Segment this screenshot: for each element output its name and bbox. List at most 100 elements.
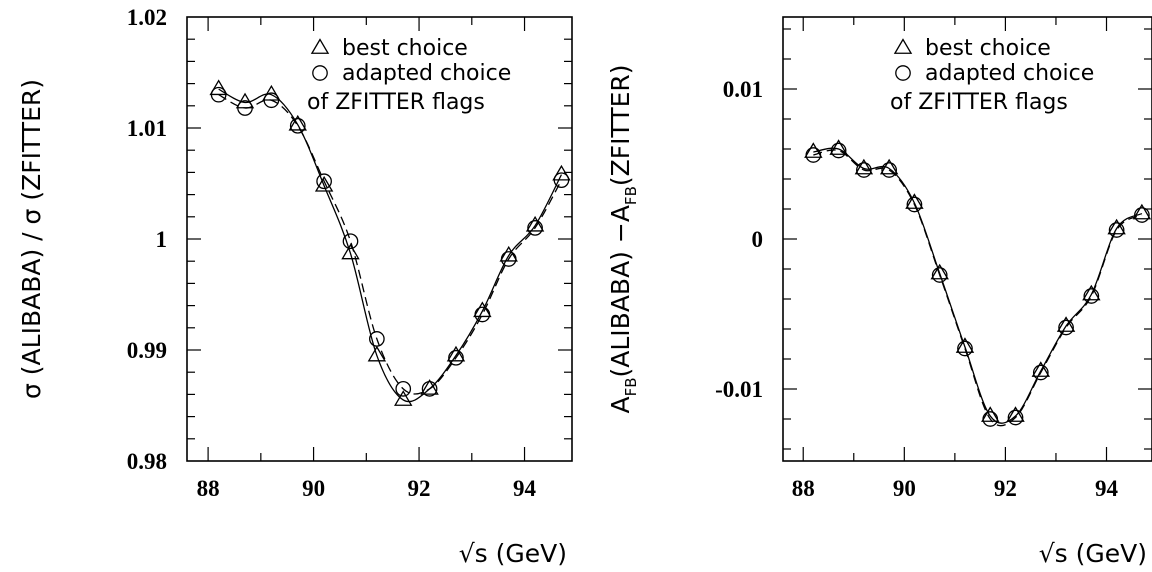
x-tick-label: 88 [197, 476, 220, 501]
legend-note: of ZFITTER flags [307, 90, 485, 115]
y-tick-label: 0.98 [127, 449, 167, 474]
adapted-choice-point [1108, 222, 1125, 238]
best-choice-point [1132, 203, 1152, 220]
y-axis-title-part: (ALIBABA) −A [606, 205, 635, 377]
adapted-choice-point [1083, 288, 1100, 304]
best-choice-point [525, 215, 545, 232]
x-tick-label: 88 [792, 476, 815, 501]
best-choice-point [262, 84, 281, 101]
adapted-choice-point [805, 147, 822, 163]
best-choice-point [420, 379, 439, 395]
legend-triangle-icon [893, 38, 913, 54]
best-choice-point [829, 139, 848, 155]
best-choice-point [235, 92, 255, 109]
adapted-choice-point [369, 331, 385, 347]
best-choice-curve [218, 88, 563, 403]
adapted-choice-point [1032, 364, 1049, 381]
adapted-choice-point [906, 196, 923, 213]
adapted-choice-point [289, 117, 306, 134]
y-axis-title: σ (ALIBABA) / σ (ZFITTER) [17, 79, 46, 399]
best-choice-curve [813, 147, 1143, 424]
legend-circle-icon [895, 65, 911, 81]
legend-label: best choice [925, 36, 1051, 61]
x-tick-label: 92 [994, 476, 1017, 501]
adapted-choice-point [957, 340, 973, 357]
adapted-choice-point [527, 220, 543, 236]
best-choice-point [341, 243, 360, 260]
best-choice-point [394, 390, 413, 406]
adapted-choice-point [830, 142, 847, 159]
adapted-choice-point [421, 380, 438, 397]
y-axis-title-part: A [606, 396, 635, 413]
adapted-choice-point [210, 86, 227, 103]
legend-note: of ZFITTER flags [890, 90, 1068, 115]
y-axis-title-part: (ZFITTER) [606, 64, 635, 186]
best-choice-point [1006, 406, 1025, 422]
adapted-choice-curve [813, 149, 1143, 427]
best-choice-point [955, 337, 975, 353]
adapted-choice-curve [218, 94, 563, 395]
legend-label: best choice [342, 36, 468, 61]
adapted-choice-point [1058, 319, 1074, 336]
best-choice-point [552, 164, 571, 181]
best-choice-point [854, 158, 874, 175]
best-choice-point [1107, 218, 1126, 235]
x-tick-label: 90 [893, 476, 916, 501]
y-tick-label: 1.02 [127, 5, 167, 30]
y-axis-title-subscript: FB [622, 186, 640, 205]
best-choice-point [1082, 284, 1101, 301]
y-tick-label: 0 [752, 227, 764, 252]
plot-1: 88 90 92 94 0.98 0.99 1 1.01 1.02 best choiceadap… [17, 5, 573, 568]
best-choice-point [473, 301, 492, 318]
adapted-choice-point [982, 411, 999, 427]
legend-label: adapted choice [925, 61, 1094, 86]
y-axis-title-subscript: FB [622, 377, 640, 396]
adapted-choice-point [856, 162, 872, 178]
adapted-choice-point [931, 267, 948, 283]
legend-triangle-icon [310, 38, 330, 54]
x-tick-label: 94 [1095, 476, 1119, 501]
adapted-choice-point [1134, 207, 1150, 223]
legend-circle-icon [312, 65, 328, 81]
adapted-choice-point [316, 173, 332, 190]
x-tick-label: 92 [408, 476, 431, 501]
adapted-choice-point [263, 92, 280, 109]
best-choice-point [446, 345, 466, 362]
best-choice-point [288, 114, 307, 131]
best-choice-point [1056, 316, 1076, 332]
y-tick-label: 1 [156, 227, 168, 252]
x-tick-label: 94 [513, 476, 537, 501]
y-tick-label: 0.99 [127, 338, 167, 363]
best-choice-point [367, 345, 387, 362]
best-choice-point [905, 193, 924, 209]
y-tick-label: -0.01 [715, 377, 763, 402]
best-choice-point [804, 142, 823, 158]
adapted-choice-point [474, 306, 491, 323]
adapted-choice-point [553, 172, 570, 189]
adapted-choice-point [448, 349, 464, 366]
x-axis-title: √s (GeV) [459, 539, 567, 568]
y-axis-title: AFB(ALIBABA) −AFB(ZFITTER) [606, 64, 640, 413]
adapted-choice-point [395, 380, 412, 397]
x-tick-label: 90 [302, 476, 325, 501]
y-tick-label: 1.01 [127, 116, 167, 141]
legend-label: adapted choice [342, 61, 511, 86]
x-axis-title: √s (GeV) [1039, 539, 1147, 568]
best-choice-point [879, 158, 899, 175]
best-choice-point [499, 245, 518, 262]
adapted-choice-point [500, 251, 517, 267]
best-choice-point [981, 406, 1000, 422]
adapted-choice-point [237, 100, 253, 116]
best-choice-point [930, 263, 949, 280]
best-choice-point [1031, 361, 1051, 377]
best-choice-point [209, 79, 228, 96]
adapted-choice-point [342, 233, 359, 250]
y-tick-label: 0.01 [723, 77, 763, 102]
adapted-choice-point [1007, 409, 1024, 426]
adapted-choice-point [881, 162, 898, 178]
best-choice-point [314, 175, 334, 192]
